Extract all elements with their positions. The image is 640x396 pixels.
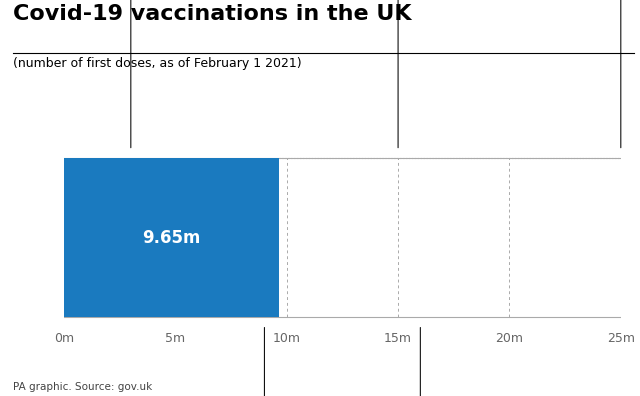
Text: (number of first doses, as of February 1 2021): (number of first doses, as of February 1… xyxy=(13,57,301,70)
Text: Covid-19 vaccinations in the UK: Covid-19 vaccinations in the UK xyxy=(13,4,412,24)
Text: 9.65m: 9.65m xyxy=(142,228,201,247)
Bar xyxy=(64,158,279,317)
Text: PA graphic. Source: gov.uk: PA graphic. Source: gov.uk xyxy=(13,382,152,392)
